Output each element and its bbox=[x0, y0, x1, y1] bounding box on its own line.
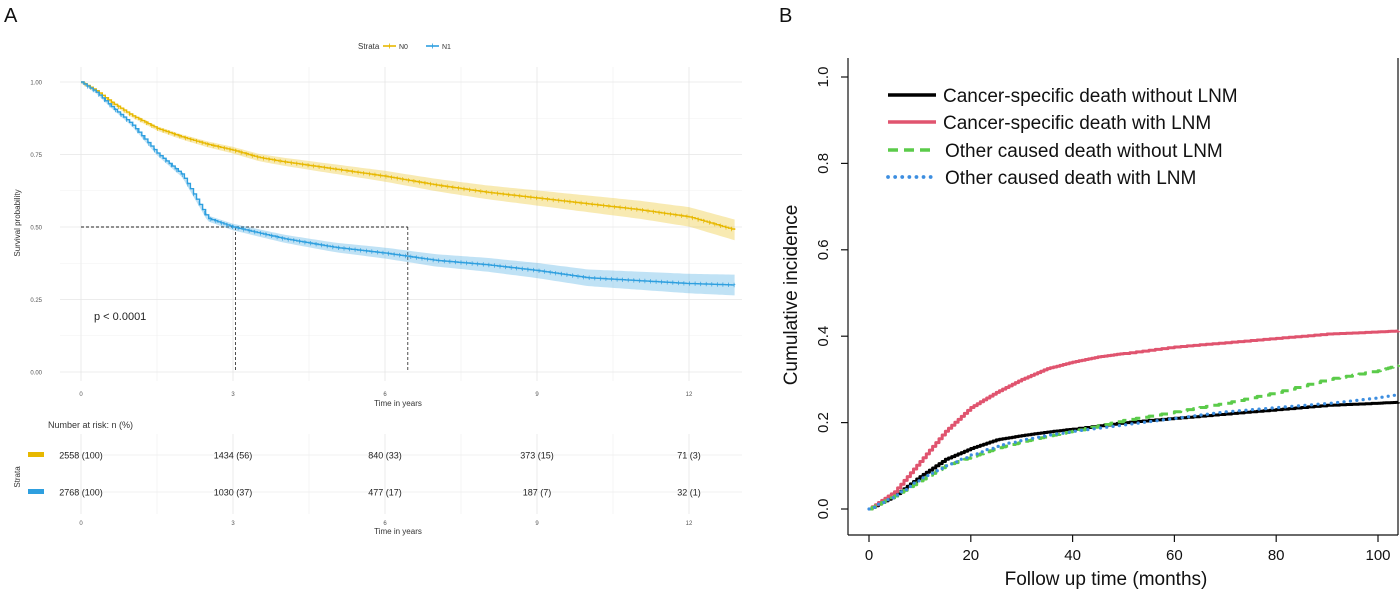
risk-cell: 1030 (37) bbox=[214, 488, 253, 498]
plot-b-legend: Cancer-specific death without LNM Cancer-… bbox=[886, 86, 1238, 189]
incidence-line-3 bbox=[867, 392, 1400, 511]
x-tick-label-b: 20 bbox=[962, 547, 979, 564]
legend-label-n1: N1 bbox=[442, 44, 451, 51]
y-tick-label-a: 1.00 bbox=[30, 81, 42, 87]
legend-label-b-1: Cancer-specific death with LNM bbox=[943, 113, 1211, 134]
y-tick-label-a: 0.50 bbox=[30, 226, 42, 232]
incidence-line-2 bbox=[869, 364, 1400, 511]
x-axis-label-b: Follow up time (months) bbox=[1005, 569, 1208, 590]
median-survival-lines bbox=[81, 226, 409, 372]
risk-table-title: Number at risk: n (%) bbox=[48, 420, 133, 430]
x-tick-label-a: 3 bbox=[231, 392, 235, 398]
panel-a-letter: A bbox=[4, 5, 18, 27]
risk-table-ylabel: Strata bbox=[13, 466, 22, 488]
risk-x-tick-label: 12 bbox=[686, 521, 693, 527]
panel-b-letter: B bbox=[779, 5, 792, 27]
legend-label-b-2: Other caused death without LNM bbox=[945, 141, 1223, 162]
y-tick-label-a: 0.25 bbox=[30, 298, 42, 304]
risk-cell: 1434 (56) bbox=[214, 451, 253, 461]
p-value-annotation: p < 0.0001 bbox=[94, 311, 146, 323]
x-tick-label-b: 40 bbox=[1064, 547, 1081, 564]
y-axis-label-a: Survival probability bbox=[13, 189, 22, 256]
legend-title: Strata bbox=[358, 42, 380, 51]
y-tick-label-b: 0.8 bbox=[815, 153, 832, 174]
risk-cell: 2558 (100) bbox=[59, 451, 103, 461]
x-tick-label-b: 60 bbox=[1166, 547, 1183, 564]
plot-b-axes: 0.0 0.2 0.4 0.6 0.8 1.0 0 20 40 60 80 100 bbox=[815, 58, 1399, 564]
panel-a-survival-plot: Strata N0 N1 0.00 0.25 0.50 0.75 1.00 0 3 6 9 12 p… bbox=[13, 42, 742, 536]
risk-cell: 840 (33) bbox=[368, 451, 402, 461]
risk-x-tick-label: 6 bbox=[383, 521, 387, 527]
x-tick-label-a: 0 bbox=[79, 392, 83, 398]
x-tick-label-b: 80 bbox=[1268, 547, 1285, 564]
ci-band-n1 bbox=[81, 82, 735, 296]
x-tick-label-b: 0 bbox=[865, 547, 873, 564]
risk-x-tick-label: 0 bbox=[79, 521, 83, 527]
risk-cell: 32 (1) bbox=[677, 488, 701, 498]
risk-table: Number at risk: n (%) 2558 (100) 1434 (56… bbox=[13, 420, 742, 536]
y-tick-label-a: 0.00 bbox=[30, 371, 42, 377]
y-tick-label-b: 0.6 bbox=[815, 239, 832, 260]
y-tick-label-b: 0.4 bbox=[815, 326, 832, 347]
legend-label-b-0: Cancer-specific death without LNM bbox=[943, 86, 1238, 107]
y-tick-label-a: 0.75 bbox=[30, 153, 42, 159]
risk-x-tick-label: 3 bbox=[231, 521, 235, 527]
ci-band-n0 bbox=[81, 82, 735, 241]
x-tick-label-b: 100 bbox=[1365, 547, 1390, 564]
risk-row-swatch-n1 bbox=[28, 489, 44, 494]
y-tick-label-b: 1.0 bbox=[815, 67, 832, 88]
y-axis-label-b: Cumulative incidence bbox=[781, 205, 802, 386]
plot-b-series bbox=[867, 329, 1400, 511]
x-tick-label-a: 9 bbox=[535, 392, 539, 398]
plot-a-series bbox=[81, 81, 736, 296]
x-tick-label-a: 12 bbox=[686, 392, 693, 398]
x-axis-label-a: Time in years bbox=[374, 399, 422, 408]
legend-label-b-3: Other caused death with LNM bbox=[945, 168, 1196, 189]
censor-marks-n1 bbox=[87, 84, 735, 288]
panel-b-cumulative-incidence: 0.0 0.2 0.4 0.6 0.8 1.0 0 20 40 60 80 100 Cancer-sp… bbox=[781, 58, 1400, 590]
incidence-line-1 bbox=[869, 329, 1400, 511]
survival-line-n0 bbox=[81, 81, 736, 230]
risk-x-tick-label: 9 bbox=[535, 521, 539, 527]
risk-cell: 187 (7) bbox=[523, 488, 552, 498]
risk-cell: 477 (17) bbox=[368, 488, 402, 498]
survival-line-n1 bbox=[81, 81, 736, 286]
legend-label-n0: N0 bbox=[399, 44, 408, 51]
incidence-line-0 bbox=[869, 400, 1400, 511]
risk-cell: 373 (15) bbox=[520, 451, 554, 461]
plot-a-axes: 0.00 0.25 0.50 0.75 1.00 0 3 6 9 12 bbox=[30, 81, 693, 399]
risk-cell: 2768 (100) bbox=[59, 488, 103, 498]
plot-a-panel bbox=[60, 67, 742, 381]
strata-legend: Strata N0 N1 bbox=[358, 42, 451, 51]
plot-a-gridlines bbox=[60, 67, 742, 381]
risk-cell: 71 (3) bbox=[677, 451, 701, 461]
y-tick-label-b: 0.0 bbox=[815, 499, 832, 520]
risk-table-panel bbox=[60, 434, 742, 514]
x-tick-label-a: 6 bbox=[383, 392, 387, 398]
y-tick-label-b: 0.2 bbox=[815, 412, 832, 433]
risk-row-swatch-n0 bbox=[28, 452, 44, 457]
risk-table-xlabel: Time in years bbox=[374, 527, 422, 536]
